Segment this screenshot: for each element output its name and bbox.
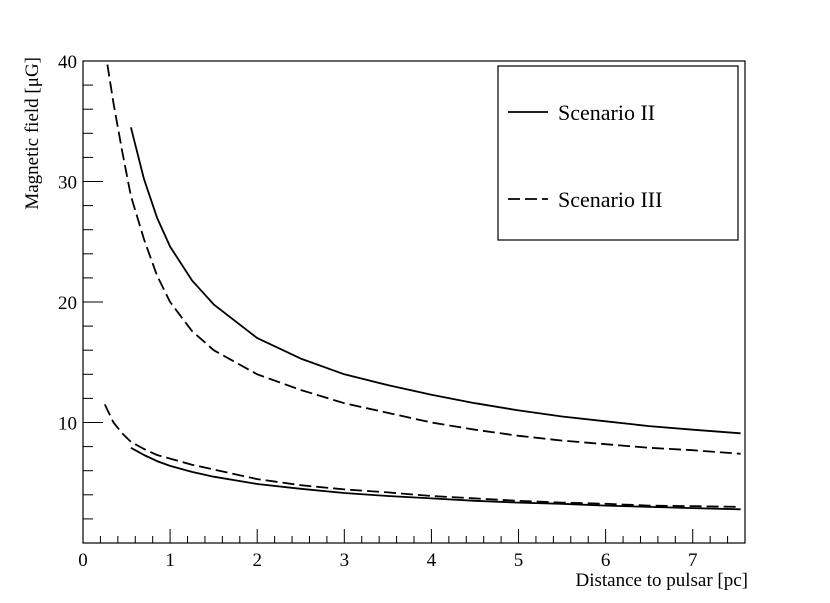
x-tick-label: 5: [514, 550, 524, 571]
legend-box: [497, 65, 739, 241]
x-tick-label: 2: [252, 550, 262, 571]
x-tick-label: 4: [427, 550, 437, 571]
y-tick-label: 40: [58, 52, 77, 73]
y-axis-label: Magnetic field [μG]: [22, 57, 43, 210]
y-tick-label: 10: [58, 414, 77, 435]
x-tick-label: 6: [601, 550, 611, 571]
dashed-series-line-2: [106, 64, 741, 455]
dashed-series-line-4: [103, 404, 741, 508]
axis-ticks: 0 1 2 3 4 5 6 7 10 20 30 40: [58, 52, 729, 571]
y-tick-label: 20: [58, 293, 77, 314]
x-tick-label: 7: [688, 550, 698, 571]
legend: Scenario II Scenario III: [497, 65, 739, 241]
x-tick-label: 0: [78, 550, 88, 571]
x-axis-label: Distance to pulsar [pc]: [575, 570, 748, 591]
y-tick-label: 30: [58, 173, 77, 194]
x-tick-label: 3: [340, 550, 350, 571]
x-tick-label: 1: [165, 550, 175, 571]
legend-label: Scenario III: [558, 187, 662, 212]
solid-series-line-3: [130, 447, 741, 511]
data-series: [103, 64, 741, 511]
solid-series-line-1: [130, 127, 741, 435]
legend-label: Scenario II: [558, 100, 655, 125]
